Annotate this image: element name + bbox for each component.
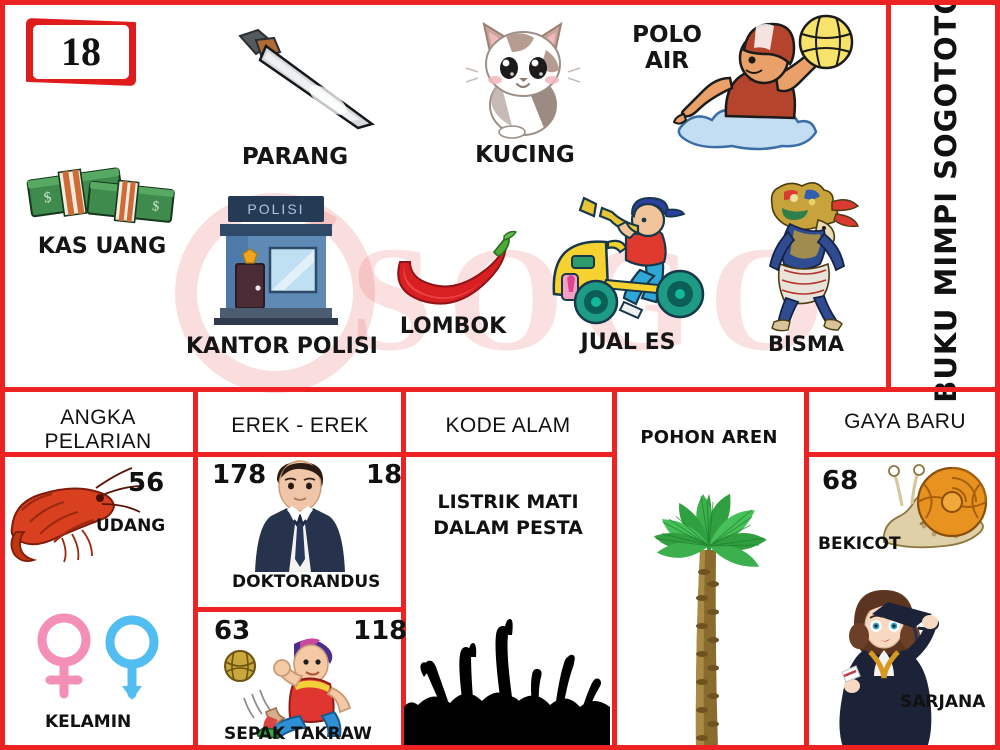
svg-text:$: $: [151, 199, 160, 215]
crowd-silhouette-icon: [404, 587, 610, 750]
item-label: JUAL ES: [580, 330, 676, 355]
svg-text:$: $: [43, 190, 53, 207]
top-section-divider: [0, 387, 1000, 392]
wayang-bisma-icon: [736, 180, 876, 332]
vertical-title: BUKU MIMPI SOGOTOTO: [928, 0, 963, 403]
header-underline-erek: [198, 452, 401, 457]
erek-number-right-2: 118: [353, 616, 408, 646]
badge-number: 18: [61, 29, 101, 74]
item-label: POLO AIR: [632, 22, 702, 75]
ice-cream-cart-icon: [548, 190, 708, 330]
man-in-suit-icon: [245, 454, 355, 572]
item-label: KAS UANG: [37, 234, 167, 259]
entry-label-sarjana: SARJANA: [900, 692, 986, 712]
item-label: LOMBOK: [399, 314, 507, 339]
police-sign-text: POLISI: [247, 201, 304, 217]
item-kucing: KUCING: [460, 12, 590, 168]
top-illustration-panel: 18 PARANG: [0, 0, 1000, 403]
header-underline-angka: [0, 452, 193, 457]
entry-label-bekicot: BEKICOT: [818, 534, 901, 554]
item-label: KUCING: [475, 142, 575, 168]
header-underline-kode: [406, 452, 612, 457]
erek-number-right-1: 18: [366, 460, 403, 490]
item-parang: PARANG: [200, 20, 390, 170]
grid-divider-3: [612, 392, 617, 750]
number-badge: 18: [26, 18, 136, 86]
erek-label-2: SEPAK TAKRAW: [224, 724, 372, 744]
erek-label-1: DOKTORANDUS: [232, 572, 381, 592]
item-kas-uang: $ $ KAS UANG: [22, 160, 182, 259]
entry-label-udang: UDANG: [96, 516, 166, 536]
column-header-kode-alam: KODE ALAM: [445, 414, 571, 437]
grid-divider-4: [804, 392, 809, 750]
column-header-angka-pelarian: ANGKA PELARIAN: [44, 406, 152, 453]
item-label: BISMA: [767, 332, 845, 356]
item-kantor-polisi: POLISI KANTOR POLISI: [186, 190, 378, 359]
item-bisma: BISMA: [736, 180, 876, 356]
water-polo-icon: [660, 8, 860, 158]
badge-inner: 18: [33, 25, 129, 79]
machete-icon: [200, 20, 390, 140]
column-header-gaya-baru: GAYA BARU: [844, 410, 966, 433]
vertical-title-strip: BUKU MIMPI SOGOTOTO: [891, 0, 1000, 403]
gender-symbols-icon: [24, 610, 174, 710]
chili-icon: [378, 228, 528, 314]
bottom-grid: ANGKA PELARIAN 56 UDANG: [0, 392, 1000, 750]
entry-label-kelamin: KELAMIN: [45, 712, 132, 732]
column-header-pohon-aren: POHON AREN: [640, 427, 778, 448]
graduate-woman-icon: [826, 580, 956, 750]
shrimp-icon: [4, 462, 154, 572]
item-polo-air: POLO AIR: [628, 22, 706, 75]
police-station-icon: POLISI: [186, 190, 366, 332]
item-label: PARANG: [241, 144, 349, 170]
grid-divider-2: [401, 392, 406, 750]
erek-number-left-2: 63: [214, 616, 251, 646]
cat-icon: [460, 12, 590, 140]
kode-alam-text: LISTRIK MATI DALAM PESTA: [433, 491, 583, 539]
snail-icon: [880, 454, 1000, 558]
grid-divider-1: [193, 392, 198, 750]
erek-row-divider: [198, 607, 401, 612]
sepak-takraw-icon: [214, 632, 384, 740]
erek-number-left-1: 178: [212, 460, 267, 490]
money-stack-icon: $ $: [22, 160, 182, 232]
palm-tree-icon: [614, 454, 804, 750]
title-divider: [886, 0, 891, 392]
column-header-erek-erek: EREK - EREK: [231, 414, 369, 437]
entry-number-udang: 56: [128, 468, 165, 498]
item-lombok: LOMBOK: [378, 228, 528, 339]
item-label: KANTOR POLISI: [186, 334, 378, 359]
entry-number-bekicot: 68: [822, 466, 859, 496]
item-jual-es: JUAL ES: [548, 190, 708, 355]
header-underline-gaya: [809, 452, 1000, 457]
